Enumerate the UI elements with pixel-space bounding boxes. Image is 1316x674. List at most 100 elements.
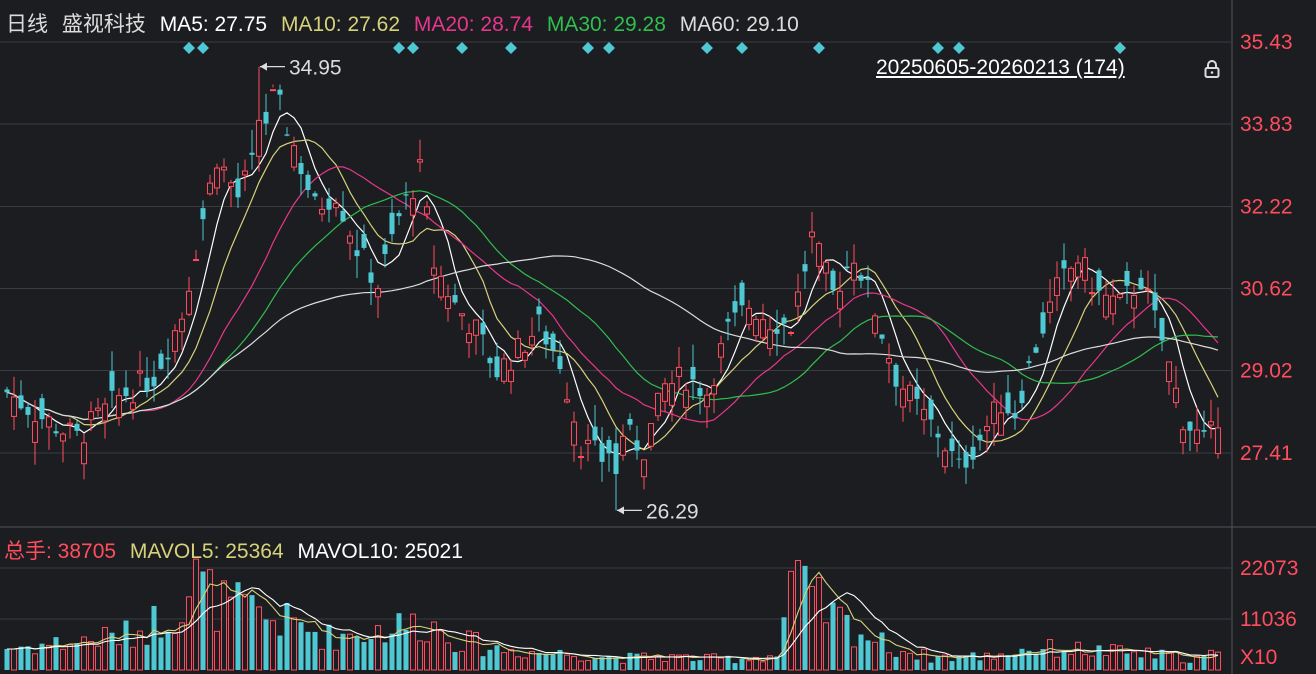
candlestick[interactable]	[213, 163, 221, 195]
candlestick[interactable]	[627, 413, 633, 431]
candlestick[interactable]	[774, 309, 780, 356]
candlestick[interactable]	[745, 300, 753, 331]
candlestick[interactable]	[1144, 270, 1152, 304]
candlestick[interactable]	[893, 362, 899, 406]
lock-icon[interactable]	[1202, 59, 1222, 79]
candlestick[interactable]	[787, 330, 795, 337]
candlestick[interactable]	[682, 382, 690, 420]
candlestick[interactable]	[165, 338, 171, 379]
signal-markers[interactable]	[183, 42, 1126, 54]
candlestick[interactable]	[1130, 285, 1138, 329]
candlestick[interactable]	[255, 66, 263, 172]
signal-marker-icon[interactable]	[183, 42, 195, 54]
candlestick[interactable]	[494, 342, 500, 381]
candlestick[interactable]	[802, 250, 808, 289]
candlestick[interactable]	[318, 197, 326, 222]
candlestick[interactable]	[521, 349, 529, 368]
candlestick[interactable]	[1067, 266, 1075, 302]
candlestick[interactable]	[550, 331, 556, 362]
candlestick[interactable]	[781, 314, 787, 345]
candlestick[interactable]	[514, 330, 522, 360]
candlestick[interactable]	[1179, 426, 1187, 455]
candlestick[interactable]	[899, 375, 907, 422]
candlestick[interactable]	[158, 349, 164, 370]
candlestick[interactable]	[935, 425, 941, 458]
candlestick[interactable]	[725, 311, 731, 341]
signal-marker-icon[interactable]	[393, 42, 405, 54]
candlestick[interactable]	[990, 382, 998, 447]
candlestick[interactable]	[836, 271, 844, 328]
candlestick[interactable]	[151, 360, 157, 402]
candlestick[interactable]	[94, 397, 102, 417]
candlestick[interactable]	[382, 238, 388, 268]
candlestick[interactable]	[368, 258, 374, 306]
candlestick[interactable]	[815, 241, 823, 282]
candlestick[interactable]	[997, 394, 1005, 436]
candlestick[interactable]	[465, 323, 473, 359]
candlestick[interactable]	[885, 343, 893, 384]
candlestick[interactable]	[59, 432, 67, 463]
candlestick[interactable]	[1193, 407, 1201, 452]
candlestick[interactable]	[844, 250, 850, 271]
candlestick[interactable]	[423, 201, 431, 220]
candlestick[interactable]	[1096, 268, 1102, 306]
candlestick[interactable]	[416, 139, 424, 173]
candlestick[interactable]	[963, 445, 969, 484]
candlestick[interactable]	[865, 265, 871, 298]
candlestick[interactable]	[970, 425, 976, 469]
candlestick[interactable]	[654, 392, 662, 421]
candlestick[interactable]	[703, 387, 711, 428]
signal-marker-icon[interactable]	[1114, 42, 1126, 54]
candlestick[interactable]	[1081, 247, 1089, 293]
signal-marker-icon[interactable]	[813, 42, 825, 54]
candlestick[interactable]	[1124, 262, 1130, 304]
candlestick[interactable]	[80, 433, 88, 480]
signal-marker-icon[interactable]	[736, 42, 748, 54]
signal-marker-icon[interactable]	[701, 42, 713, 54]
candlestick[interactable]	[1214, 407, 1222, 459]
candlestick[interactable]	[178, 312, 186, 350]
candlestick[interactable]	[269, 84, 277, 92]
candlestick[interactable]	[200, 200, 206, 241]
candlestick[interactable]	[592, 405, 598, 446]
signal-marker-icon[interactable]	[197, 42, 209, 54]
candlestick[interactable]	[18, 380, 24, 411]
candlestick[interactable]	[717, 335, 725, 374]
candlestick[interactable]	[752, 315, 760, 342]
candlestick[interactable]	[766, 316, 774, 357]
candlestick[interactable]	[822, 260, 830, 292]
candlestick[interactable]	[500, 353, 508, 385]
candlestick[interactable]	[1012, 400, 1018, 430]
candlestick[interactable]	[710, 378, 718, 414]
candlestick[interactable]	[536, 298, 542, 332]
signal-marker-icon[interactable]	[953, 42, 965, 54]
candlestick[interactable]	[87, 401, 95, 432]
signal-marker-icon[interactable]	[505, 42, 517, 54]
candlestick[interactable]	[1207, 399, 1215, 439]
candlestick[interactable]	[983, 415, 991, 453]
candlestick[interactable]	[249, 129, 255, 170]
candlestick[interactable]	[619, 424, 627, 461]
candlestick[interactable]	[941, 447, 949, 474]
candlestick[interactable]	[584, 424, 592, 462]
candlestick[interactable]	[606, 436, 612, 472]
candlestick[interactable]	[452, 283, 458, 305]
candlestick[interactable]	[144, 357, 150, 398]
candlestick[interactable]	[1005, 375, 1011, 416]
candlestick[interactable]	[487, 356, 493, 378]
candlestick[interactable]	[109, 351, 115, 409]
candlestick[interactable]	[871, 313, 879, 338]
candlestick[interactable]	[4, 386, 10, 398]
candlestick[interactable]	[346, 230, 354, 261]
candlestick[interactable]	[1201, 410, 1207, 438]
candlestick[interactable]	[171, 324, 179, 363]
candlestick[interactable]	[1040, 302, 1046, 338]
candlestick[interactable]	[185, 276, 193, 317]
candlestick[interactable]	[326, 188, 332, 223]
candlestick[interactable]	[879, 334, 885, 344]
candlestick[interactable]	[956, 440, 962, 469]
candlestick[interactable]	[284, 127, 290, 137]
candlestick[interactable]	[290, 136, 298, 172]
candlestick[interactable]	[914, 368, 920, 415]
candlestick[interactable]	[1165, 361, 1173, 395]
